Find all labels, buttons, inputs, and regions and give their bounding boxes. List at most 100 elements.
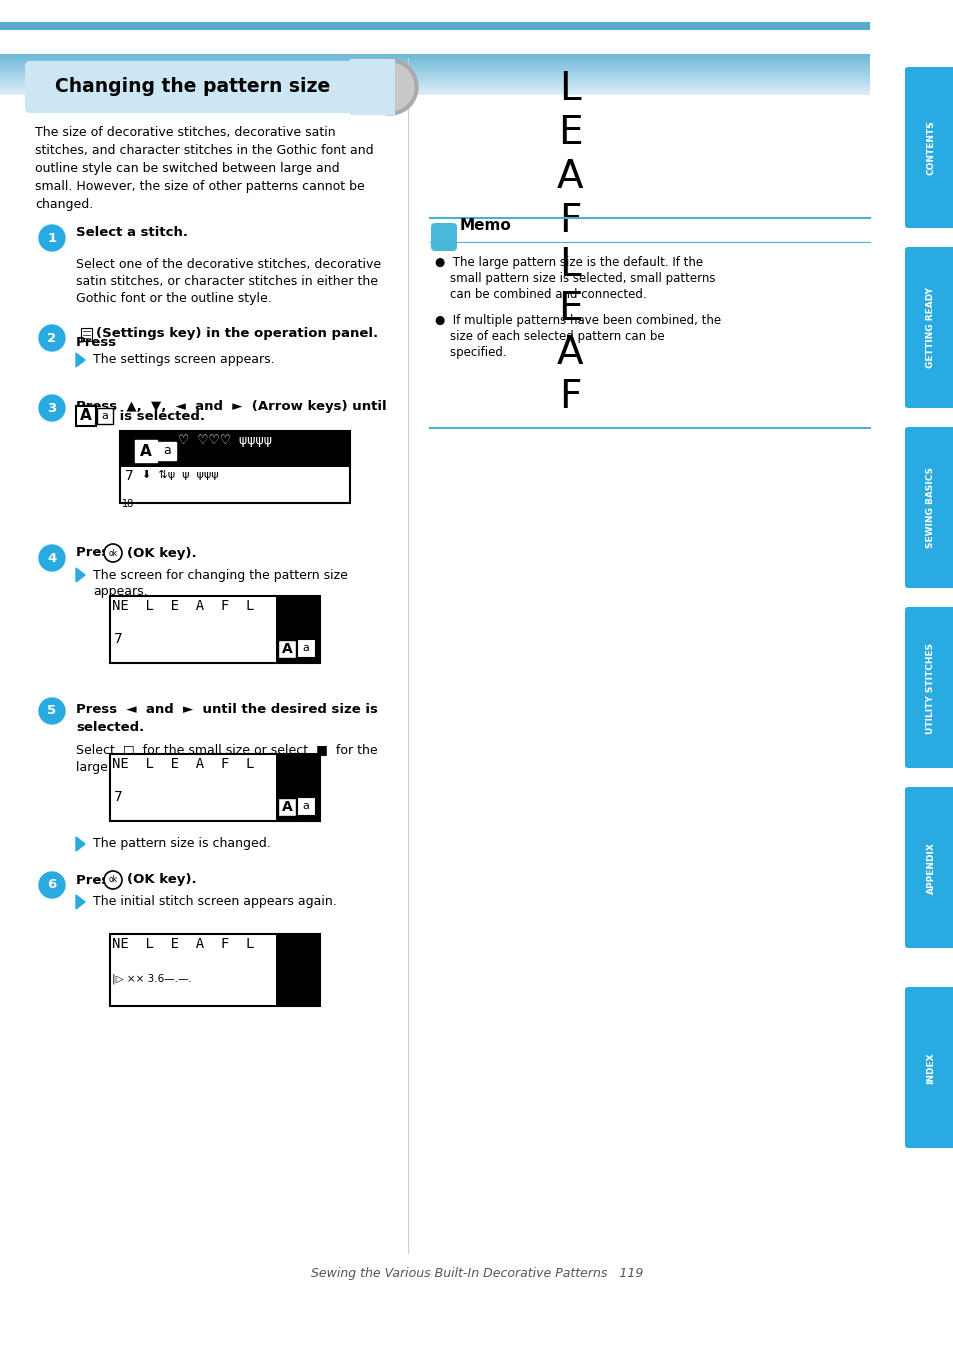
Polygon shape — [76, 353, 85, 367]
Text: Memo: Memo — [459, 218, 511, 233]
Text: stitches, and character stitches in the Gothic font and: stitches, and character stitches in the … — [35, 144, 374, 156]
Text: ok: ok — [109, 549, 117, 558]
Text: appears.: appears. — [92, 585, 148, 597]
Circle shape — [39, 872, 65, 898]
Text: 18: 18 — [122, 499, 134, 510]
Bar — [296, 797, 314, 816]
FancyBboxPatch shape — [904, 787, 953, 948]
Text: a: a — [302, 801, 309, 811]
Bar — [0, 78, 869, 80]
Text: ok: ok — [109, 875, 117, 884]
Polygon shape — [76, 568, 85, 582]
FancyBboxPatch shape — [904, 67, 953, 228]
Text: INDEX: INDEX — [925, 1053, 935, 1084]
Bar — [0, 22, 869, 30]
Bar — [110, 754, 319, 821]
Bar — [0, 62, 869, 63]
Bar — [275, 596, 319, 663]
Bar — [0, 61, 869, 62]
Bar — [0, 84, 869, 85]
FancyBboxPatch shape — [431, 222, 456, 251]
Text: Press: Press — [76, 874, 122, 887]
Text: (OK key).: (OK key). — [127, 874, 196, 887]
Bar — [0, 77, 869, 78]
Circle shape — [39, 395, 65, 421]
Circle shape — [39, 325, 65, 350]
Bar — [0, 65, 869, 66]
Text: Sewing the Various Built-In Decorative Patterns   119: Sewing the Various Built-In Decorative P… — [311, 1267, 642, 1279]
Text: Gothic font or the outline style.: Gothic font or the outline style. — [76, 293, 272, 305]
Bar — [0, 58, 869, 59]
Text: is selected.: is selected. — [115, 410, 205, 422]
Text: GETTING READY: GETTING READY — [925, 287, 935, 368]
Text: 7: 7 — [125, 469, 133, 483]
Text: APPENDIX: APPENDIX — [925, 842, 935, 894]
Bar — [0, 74, 869, 75]
Text: The initial stitch screen appears again.: The initial stitch screen appears again. — [92, 895, 336, 909]
Text: The screen for changing the pattern size: The screen for changing the pattern size — [92, 569, 348, 581]
Text: UTILITY STITCHES: UTILITY STITCHES — [925, 643, 935, 733]
Bar — [0, 80, 869, 81]
Text: ♡  ♡♡♡  ψψψψ: ♡ ♡♡♡ ψψψψ — [178, 434, 272, 448]
Bar — [0, 89, 869, 90]
Text: F: F — [558, 202, 580, 240]
Text: ●  The large pattern size is the default. If the: ● The large pattern size is the default.… — [435, 256, 702, 270]
Text: Select a stitch.: Select a stitch. — [76, 226, 188, 240]
Bar — [0, 0, 869, 55]
Text: a: a — [302, 643, 309, 652]
Text: Changing the pattern size: Changing the pattern size — [55, 77, 330, 96]
Bar — [0, 69, 869, 70]
Bar — [0, 67, 869, 69]
Text: 7: 7 — [113, 632, 123, 646]
Bar — [97, 408, 112, 425]
Circle shape — [39, 545, 65, 572]
Text: (OK key).: (OK key). — [127, 546, 196, 559]
Text: outline style can be switched between large and: outline style can be switched between la… — [35, 162, 339, 175]
Bar — [0, 66, 869, 67]
Bar — [277, 798, 295, 816]
Text: SEWING BASICS: SEWING BASICS — [925, 468, 935, 549]
Bar — [0, 86, 869, 88]
Bar — [0, 88, 869, 89]
Text: E: E — [558, 290, 581, 328]
Bar — [0, 70, 869, 71]
Polygon shape — [76, 895, 85, 909]
Bar — [0, 94, 869, 96]
Bar — [0, 81, 869, 82]
Text: A: A — [281, 799, 292, 814]
Text: CONTENTS: CONTENTS — [925, 120, 935, 175]
Text: Press: Press — [76, 546, 122, 559]
Bar — [0, 85, 869, 86]
Text: size of each selected pattern can be: size of each selected pattern can be — [435, 330, 664, 342]
Circle shape — [366, 63, 414, 111]
Bar — [0, 92, 869, 93]
Text: A: A — [140, 443, 152, 458]
Bar — [277, 640, 295, 658]
Text: ⬇  ⇅ψ  ψ  ψψψ: ⬇ ⇅ψ ψ ψψψ — [142, 470, 218, 480]
Bar — [81, 328, 91, 341]
Bar — [158, 442, 175, 460]
Bar — [0, 59, 869, 61]
Bar — [0, 57, 869, 58]
FancyBboxPatch shape — [904, 607, 953, 768]
Bar — [0, 42, 869, 44]
Text: L: L — [558, 245, 580, 284]
Circle shape — [371, 67, 409, 106]
Circle shape — [39, 698, 65, 724]
Text: 5: 5 — [48, 705, 56, 717]
Bar — [0, 75, 869, 77]
Bar — [350, 59, 395, 115]
Text: selected.: selected. — [76, 721, 144, 735]
Bar — [110, 934, 319, 1006]
Bar — [0, 55, 869, 57]
Circle shape — [361, 59, 417, 115]
Text: F: F — [558, 377, 580, 417]
Text: large size.: large size. — [76, 762, 140, 774]
Bar — [0, 73, 869, 74]
FancyBboxPatch shape — [904, 247, 953, 408]
Circle shape — [39, 225, 65, 251]
Text: NE  L  E  A  F  L: NE L E A F L — [112, 758, 254, 771]
Text: a: a — [101, 411, 109, 421]
Text: The pattern size is changed.: The pattern size is changed. — [92, 837, 271, 851]
Text: L: L — [558, 70, 580, 108]
